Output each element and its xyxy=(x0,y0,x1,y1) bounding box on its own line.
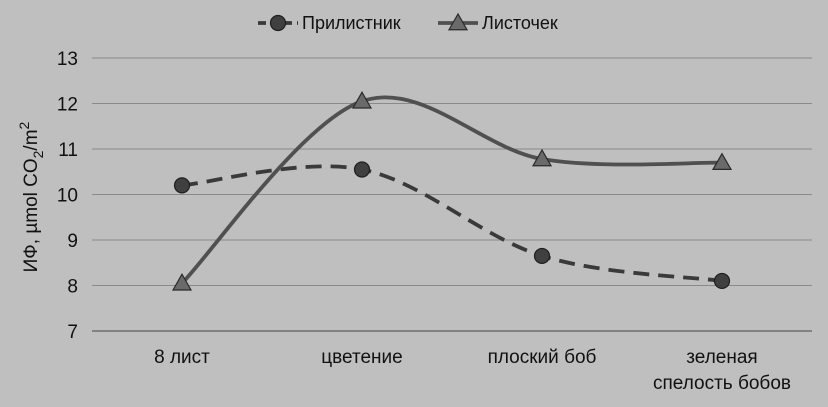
y-tick-label-11: 11 xyxy=(58,140,78,161)
y-axis-label-mid: /m xyxy=(21,129,42,150)
y-tick-label-10: 10 xyxy=(57,186,78,207)
x-category-label-line: зеленая xyxy=(686,347,757,368)
series-layer xyxy=(171,91,733,291)
series-1-point-2 xyxy=(353,161,371,178)
x-category-label-2: цветение xyxy=(321,347,402,368)
series-2-point-3 xyxy=(531,148,553,167)
legend-marker-1 xyxy=(269,14,287,32)
y-axis-label: ИФ, µmol CO2/m2 xyxy=(16,121,46,272)
x-category-label-4: зеленая спелость бобов xyxy=(653,347,791,394)
y-axis-label-sup: 2 xyxy=(16,121,32,129)
x-axis-categories: 8 лист цветение плоский боб зеленая спелость… xyxy=(154,347,791,394)
y-axis-label-sub: 2 xyxy=(30,150,46,158)
legend[interactable]: Прилистник Листочек xyxy=(258,12,558,33)
series-2 xyxy=(171,91,733,291)
legend-label-2: Листочек xyxy=(482,13,558,33)
series-1-point-3 xyxy=(533,247,551,265)
x-category-label-line: цветение xyxy=(321,347,402,368)
series-line-1 xyxy=(181,164,723,283)
series-2-point-2 xyxy=(351,91,373,109)
y-axis-label-prefix: ИФ, µmol CO xyxy=(21,158,42,272)
x-category-label-1: 8 лист xyxy=(154,347,210,368)
legend-label-1: Прилистник xyxy=(302,13,401,33)
legend-marker-2 xyxy=(447,12,469,31)
x-category-label-line: плоский боб xyxy=(488,347,597,368)
y-tick-label-9: 9 xyxy=(67,231,78,252)
y-tick-label-8: 8 xyxy=(67,277,78,298)
y-tick-label-12: 12 xyxy=(57,95,78,116)
series-1-point-4 xyxy=(713,272,731,290)
x-category-label-line: 8 лист xyxy=(154,347,210,368)
series-2-point-4 xyxy=(711,152,733,170)
x-category-label-3: плоский боб xyxy=(488,347,597,368)
y-tick-label-13: 13 xyxy=(57,49,78,70)
series-2-point-1 xyxy=(171,273,193,291)
legend-item-1[interactable]: Прилистник xyxy=(258,13,401,33)
series-1-point-1 xyxy=(173,177,191,194)
series-line-2 xyxy=(180,95,723,285)
series-1 xyxy=(173,161,731,290)
gridlines xyxy=(92,57,812,286)
legend-item-2[interactable]: Листочек xyxy=(438,12,558,33)
y-tick-label-7: 7 xyxy=(67,322,78,343)
y-axis-ticks: 7 8 9 10 11 12 13 xyxy=(57,49,78,343)
x-category-label-line: спелость бобов xyxy=(653,373,791,394)
